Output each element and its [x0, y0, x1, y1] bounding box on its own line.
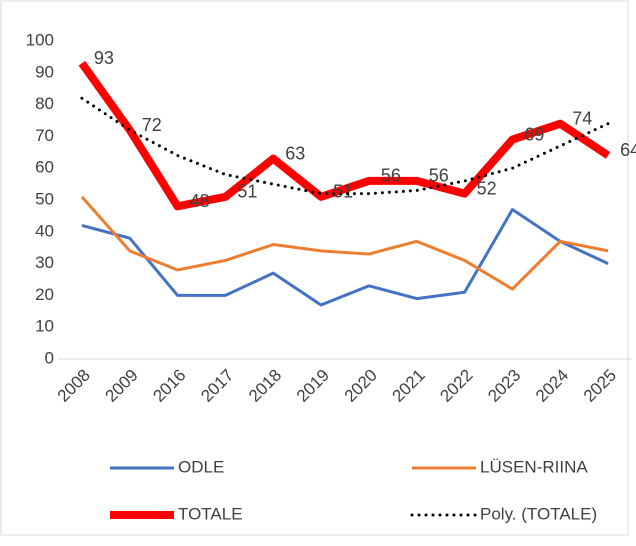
data-label: 51	[333, 182, 353, 202]
y-tick-label: 70	[35, 126, 54, 145]
data-label: 52	[477, 178, 497, 198]
y-tick-label: 60	[35, 158, 54, 177]
series-line	[80, 195, 609, 291]
data-label: 63	[285, 143, 305, 163]
data-label: 48	[190, 191, 210, 211]
y-tick-label: 10	[35, 317, 54, 336]
legend-label: Poly. (TOTALE)	[480, 504, 597, 523]
data-label: 64	[620, 140, 636, 160]
data-label: 93	[94, 48, 114, 68]
legend-label: ODLE	[178, 457, 224, 476]
y-tick-label: 0	[45, 348, 54, 367]
y-tick-label: 80	[35, 94, 54, 113]
data-label: 56	[429, 166, 449, 186]
legend-label: TOTALE	[178, 504, 243, 523]
data-label: 69	[524, 124, 544, 144]
y-tick-label: 40	[35, 221, 54, 240]
series-line	[81, 208, 609, 307]
data-label: 74	[572, 108, 592, 128]
data-label: 56	[381, 166, 401, 186]
y-tick-label: 100	[26, 30, 54, 49]
y-tick-label: 90	[35, 62, 54, 81]
legend-label: LÜSEN-RIINA	[480, 457, 588, 476]
y-tick-label: 50	[35, 189, 54, 208]
y-tick-label: 20	[35, 285, 54, 304]
series-line	[78, 60, 611, 211]
y-tick-label: 30	[35, 253, 54, 272]
data-label: 51	[237, 182, 257, 202]
data-label: 72	[142, 115, 162, 135]
